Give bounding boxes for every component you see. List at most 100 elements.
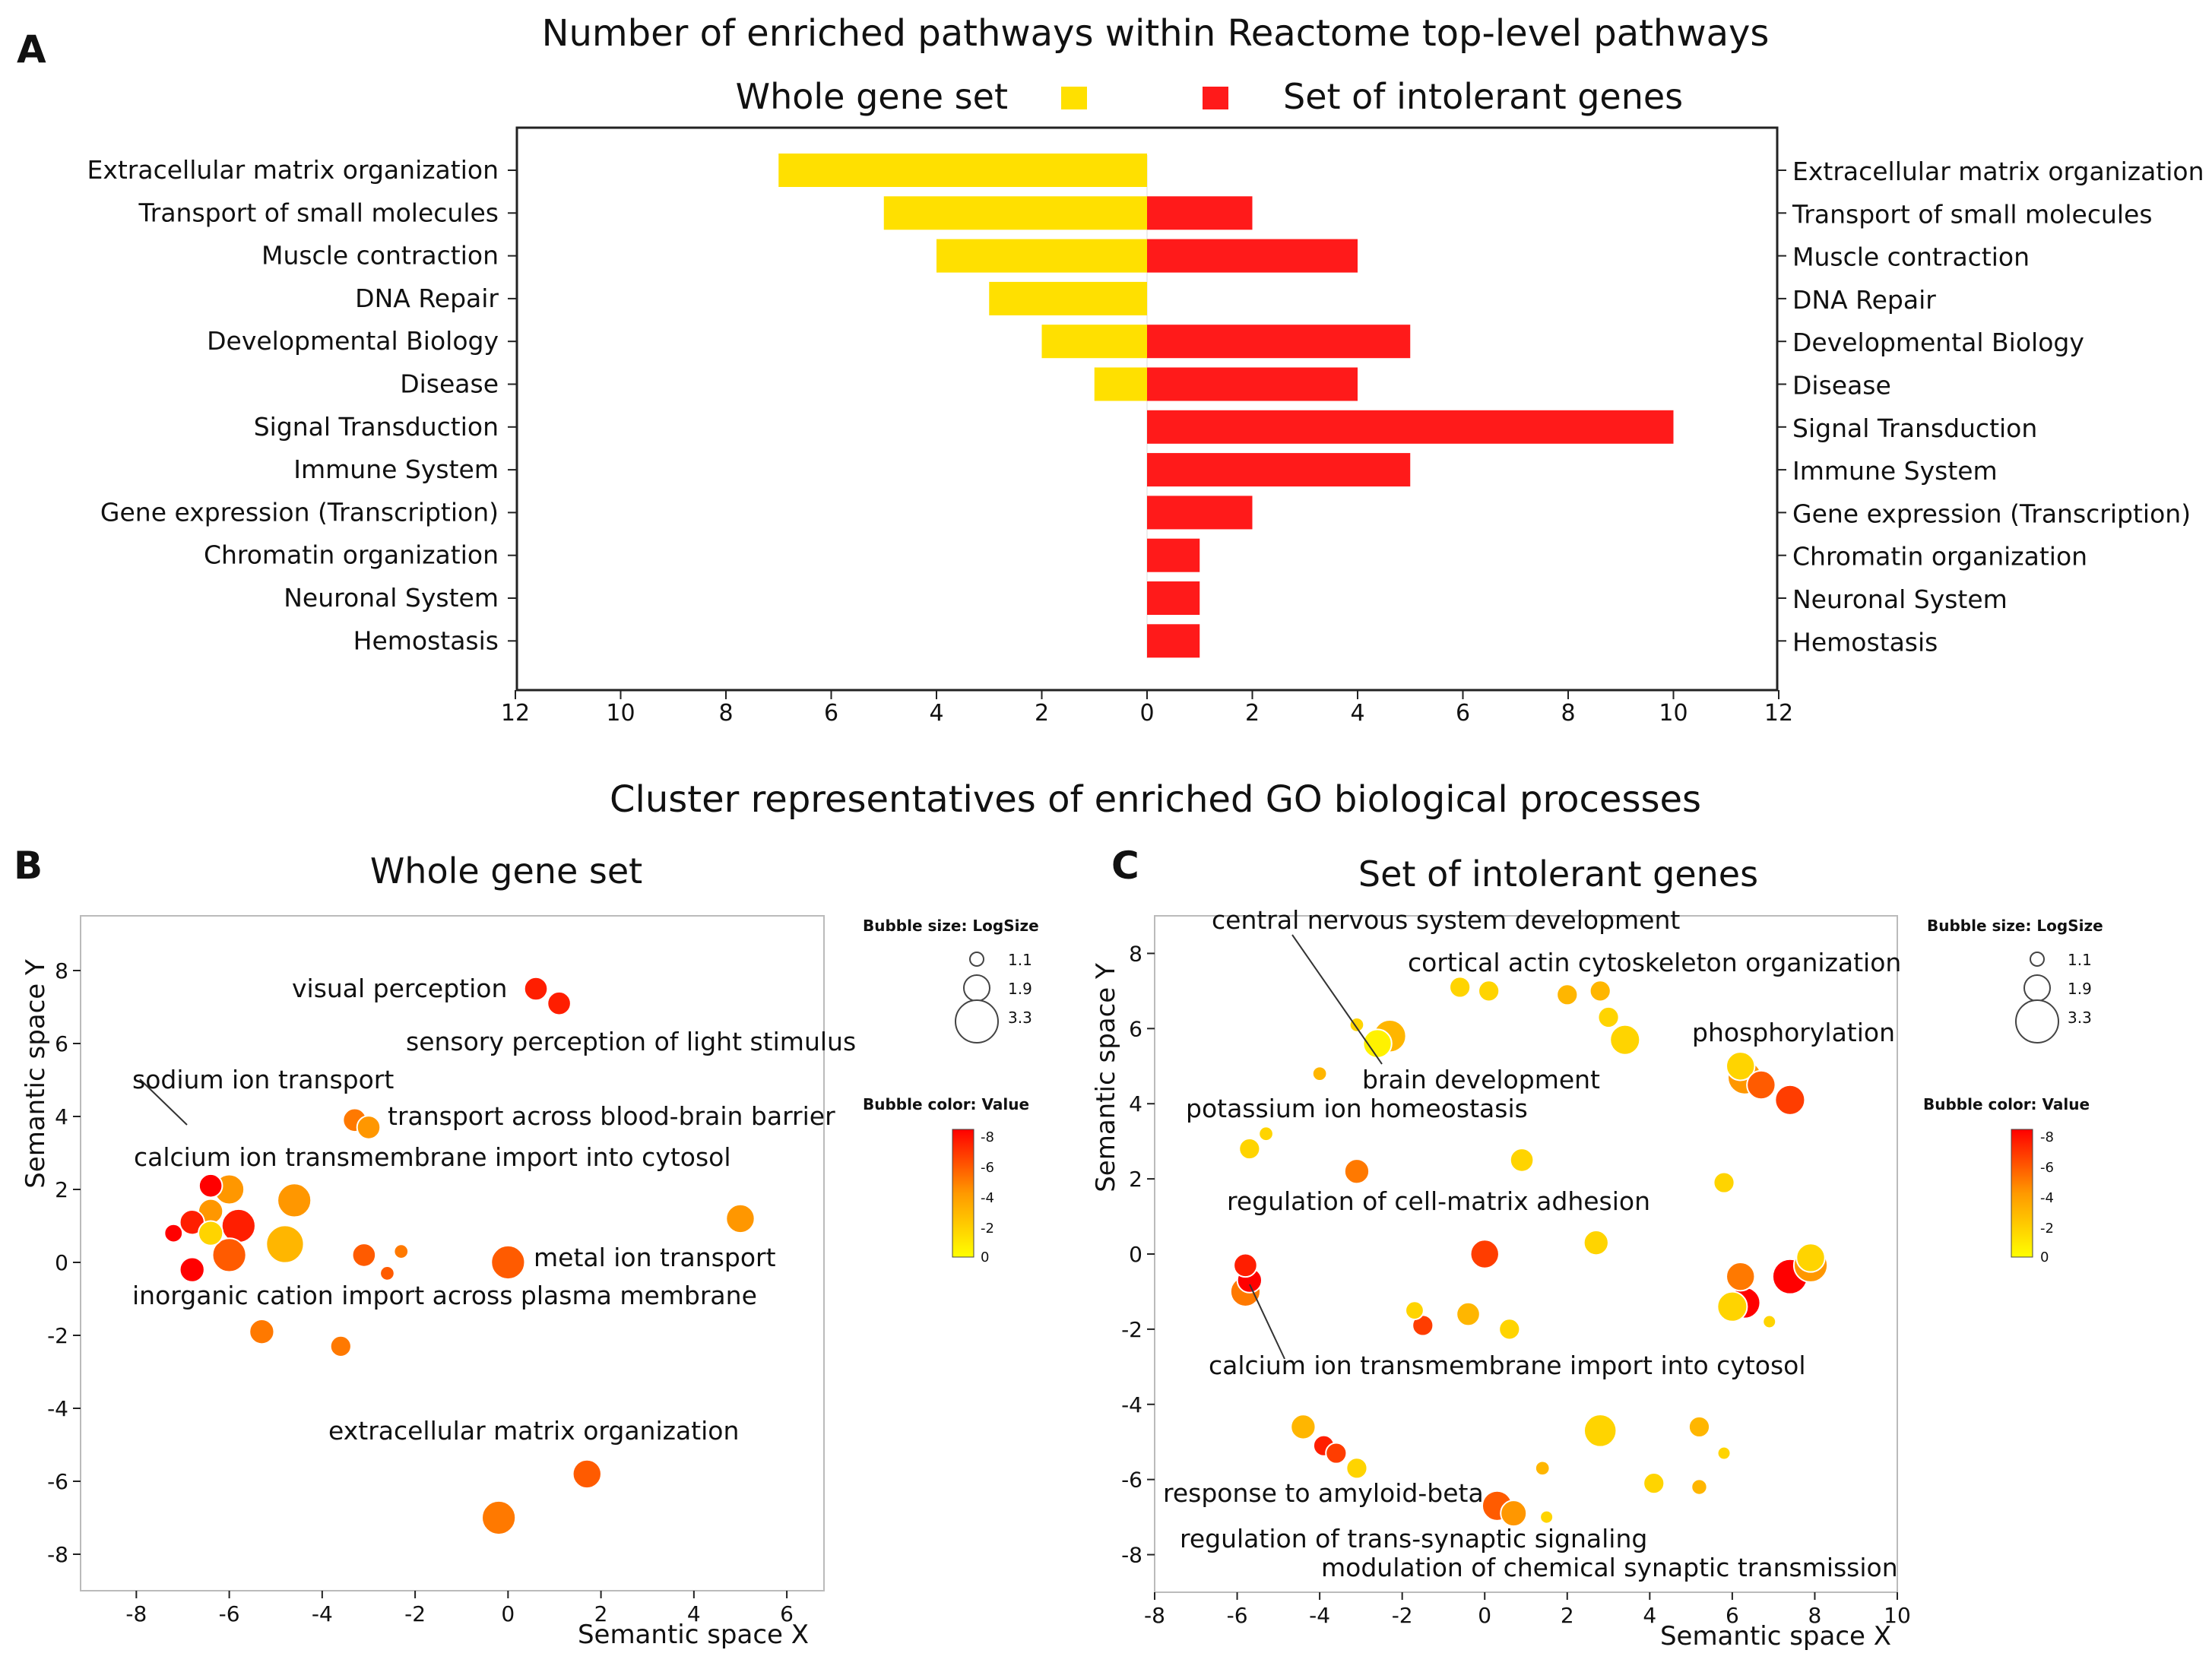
- x-tick-label: 0: [501, 1601, 515, 1626]
- c-label-amyloid-beta: response to amyloid-beta: [1163, 1478, 1484, 1508]
- bubble: [1405, 1300, 1424, 1321]
- category-label-right: Neuronal System: [1792, 584, 2008, 614]
- bubble: [211, 1237, 247, 1273]
- y-tick-label: 4: [1129, 1091, 1142, 1116]
- b-label-visual-perception: visual perception: [292, 974, 507, 1003]
- b-colorbar-tick-1: -8: [981, 1129, 994, 1145]
- y-tick-label: -4: [47, 1396, 68, 1421]
- bubble: [1456, 1301, 1481, 1327]
- category-labels-left: Extracellular matrix organization Transpo…: [87, 155, 517, 655]
- y-tick-label: 6: [55, 1031, 68, 1056]
- panel-c-title: Set of intolerant genes: [1358, 854, 1758, 895]
- y-tick-label: 8: [55, 958, 68, 983]
- bar-chart-title: Number of enriched pathways within React…: [542, 12, 1770, 55]
- x-tick-label: 12: [1764, 700, 1793, 727]
- x-tick-label: 2: [1561, 1603, 1574, 1628]
- x-tick-label: 6: [780, 1601, 794, 1626]
- x-tick-label: 0: [1139, 700, 1154, 727]
- c-size-legend-bubble-large: [2015, 999, 2059, 1044]
- bar-intolerant: [1147, 367, 1358, 401]
- bubble: [220, 1208, 256, 1244]
- bubble: [1726, 1051, 1756, 1082]
- c-label-potassium-homeostasis: potassium ion homeostasis: [1186, 1094, 1528, 1123]
- b-colorbar-tick-4: -2: [981, 1221, 994, 1237]
- bar-intolerant: [1147, 581, 1200, 615]
- bubble: [1774, 1084, 1806, 1116]
- b-colorbar-tick-5: 0: [981, 1249, 989, 1265]
- go-suptitle: Cluster representatives of enriched GO b…: [610, 778, 1701, 821]
- category-label-left: Muscle contraction: [261, 241, 499, 271]
- bubble: [1746, 1069, 1776, 1101]
- bubble: [198, 1220, 224, 1246]
- c-colorbar-tick-5: 0: [2040, 1249, 2049, 1265]
- y-tick-label: 0: [55, 1250, 68, 1275]
- b-size-legend-bubble-large: [955, 999, 999, 1044]
- bubble: [1726, 1261, 1756, 1292]
- panel-c-x-label: Semantic space X: [1660, 1621, 1891, 1652]
- c-size-legend-value-3: 3.3: [2068, 1009, 2092, 1027]
- y-tick-label: -4: [1121, 1392, 1142, 1417]
- panel-label-c: C: [1111, 844, 1139, 888]
- c-size-legend-value-2: 1.9: [2068, 980, 2092, 998]
- bubble: [1583, 1230, 1609, 1256]
- category-label-left: DNA Repair: [355, 283, 499, 313]
- b-size-legend-value-3: 3.3: [1008, 1009, 1032, 1027]
- category-label-right: Muscle contraction: [1792, 242, 2030, 272]
- bubble: [1716, 1446, 1732, 1461]
- b-label-metal-ion-transport: metal ion transport: [534, 1243, 776, 1272]
- bar-intolerant: [1147, 325, 1411, 359]
- c-label-trans-synaptic: regulation of trans-synaptic signaling: [1180, 1524, 1647, 1553]
- c-size-legend-value-1: 1.1: [2068, 951, 2092, 969]
- x-tick-label: -4: [1309, 1603, 1330, 1628]
- panel-b-bubbles: [163, 976, 756, 1536]
- bubble: [1589, 980, 1611, 1002]
- bubble: [1795, 1243, 1826, 1273]
- panel-b-title: Whole gene set: [370, 850, 642, 892]
- bubble: [1691, 1478, 1708, 1496]
- x-tick-label: -2: [404, 1601, 426, 1626]
- bar-whole: [883, 196, 1147, 230]
- b-colorbar-tick-3: -4: [981, 1190, 994, 1206]
- x-tick-label: 8: [1561, 700, 1575, 727]
- b-size-legend-value-1: 1.1: [1008, 951, 1032, 969]
- bar-whole: [989, 281, 1147, 315]
- bar-intolerant: [1147, 239, 1358, 273]
- panel-c-leaders: [1249, 934, 1383, 1360]
- c-colorbar-tick-2: -6: [2040, 1160, 2054, 1176]
- bubble: [1469, 1239, 1500, 1269]
- panel-c-y-label: Semantic space Y: [1091, 963, 1121, 1192]
- bar-intolerant: [1147, 624, 1200, 658]
- b-colorbar: [952, 1129, 974, 1258]
- b-size-legend-bubble-medium: [963, 974, 990, 1002]
- y-tick-label: -6: [1121, 1468, 1142, 1493]
- y-tick-label: 2: [55, 1177, 68, 1202]
- category-label-right: Chromatin organization: [1792, 542, 2087, 572]
- category-label-left: Developmental Biology: [207, 326, 499, 356]
- panel-b-color-legend: Bubble color: Value -8 -6 -4 -2 0: [863, 1095, 1029, 1265]
- bubble: [1238, 1137, 1261, 1161]
- bubble: [1609, 1024, 1641, 1056]
- bar-intolerant: [1147, 538, 1200, 572]
- bubble: [356, 1115, 382, 1140]
- bubble: [523, 976, 549, 1002]
- legend-swatch-whole: [1061, 87, 1087, 109]
- bubble: [351, 1243, 377, 1268]
- x-tick-label: 4: [1643, 1603, 1656, 1628]
- x-tick-label: -6: [1227, 1603, 1248, 1628]
- y-tick-label: 6: [1129, 1016, 1142, 1041]
- legend-label-intolerant: Set of intolerant genes: [1283, 76, 1683, 117]
- y-tick-label: -8: [47, 1542, 68, 1567]
- y-tick-label: -2: [1121, 1317, 1142, 1342]
- category-label-right: Disease: [1792, 371, 1891, 401]
- legend-swatch-intolerant: [1203, 87, 1228, 109]
- category-label-left: Disease: [400, 369, 499, 399]
- panel-b-plot-frame: [80, 915, 825, 1591]
- y-tick-label: 2: [1129, 1167, 1142, 1192]
- category-label-left: Neuronal System: [284, 583, 499, 613]
- bubble: [1343, 1158, 1371, 1185]
- bubble: [1290, 1414, 1317, 1440]
- category-label-right: Gene expression (Transcription): [1792, 499, 2191, 528]
- panel-b-y-label: Semantic space Y: [21, 959, 51, 1189]
- x-tick-label: 6: [1456, 700, 1470, 727]
- bubble: [1583, 1414, 1618, 1448]
